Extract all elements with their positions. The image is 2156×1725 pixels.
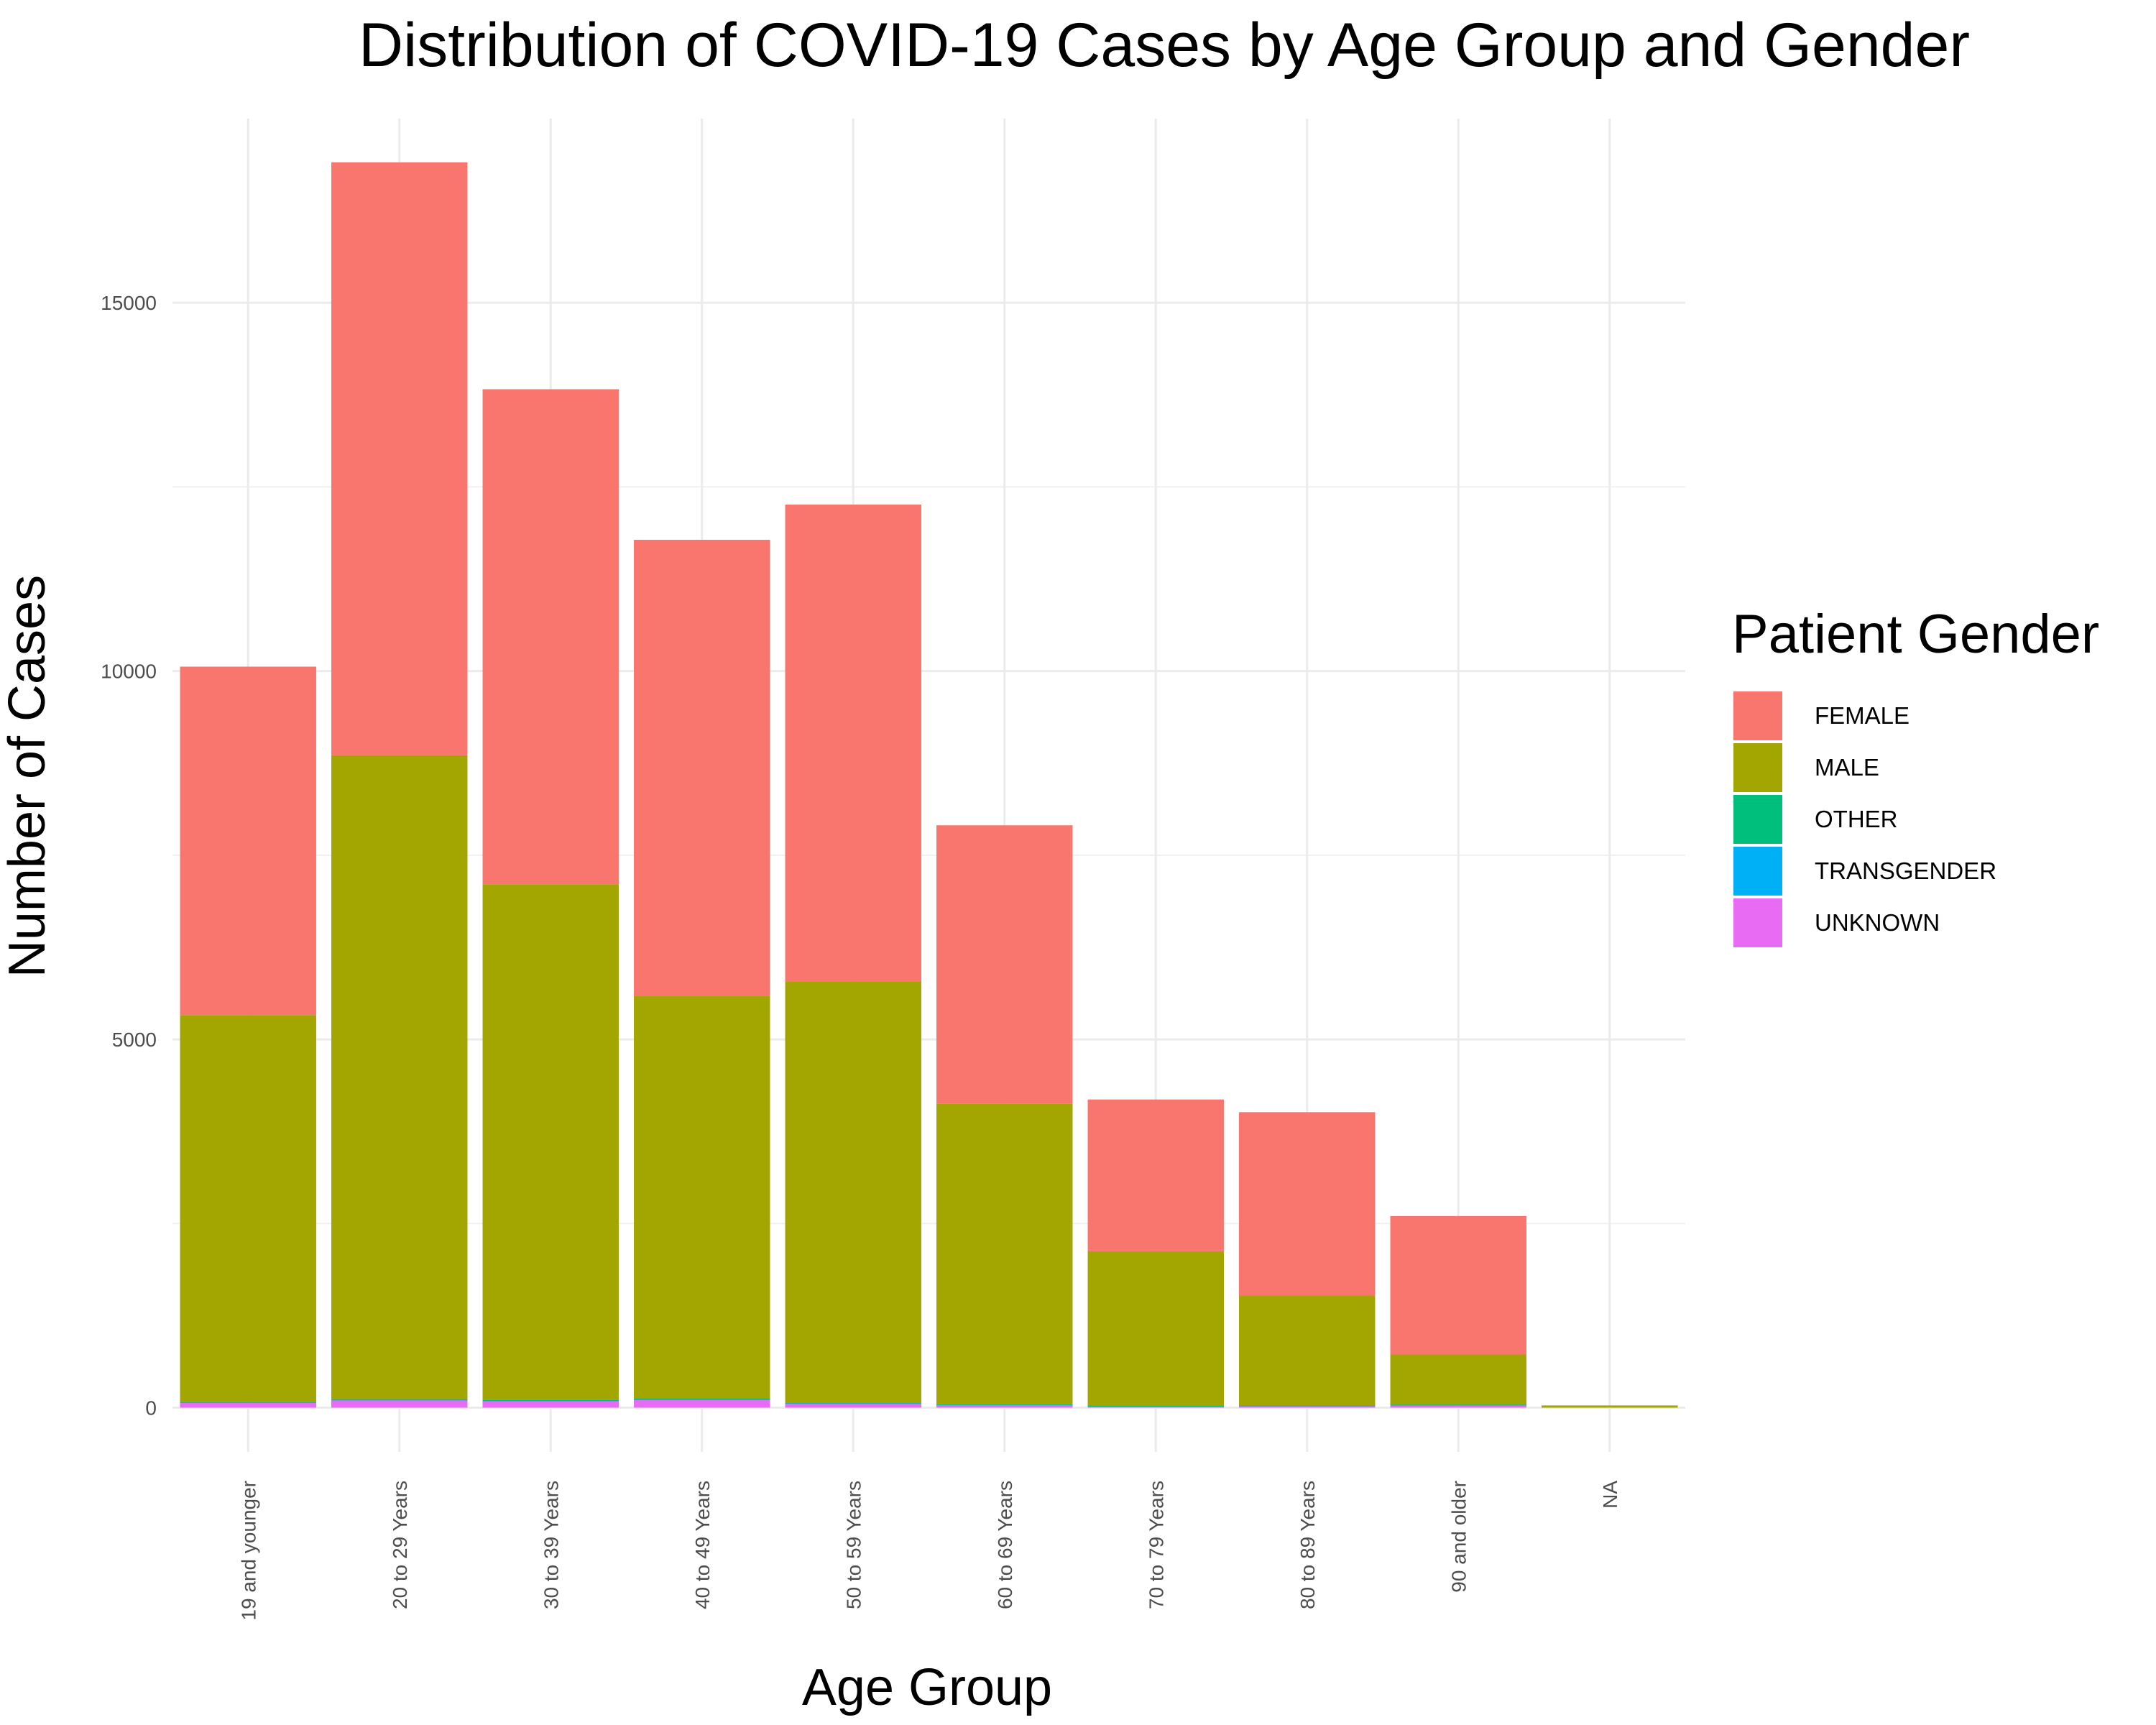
bar-other-80-to-89-years <box>1239 1405 1376 1407</box>
bar-female-60-to-69-years <box>936 825 1073 1104</box>
bar-female-40-to-49-years <box>634 540 770 996</box>
x-tick-label: 50 to 59 Years <box>842 1481 865 1609</box>
x-tick-label: 20 to 29 Years <box>389 1481 411 1609</box>
bar-other-20-to-29-years <box>331 1399 468 1400</box>
bar-male-30-to-39-years <box>482 884 619 1400</box>
x-tick-label: 80 to 89 Years <box>1296 1481 1319 1609</box>
bar-unknown-80-to-89-years <box>1239 1405 1376 1408</box>
bar-female-90-and-older <box>1390 1215 1526 1355</box>
legend-key-unknown <box>1733 898 1782 947</box>
bars <box>180 162 1678 1408</box>
y-tick-label: 0 <box>145 1397 157 1420</box>
chart-title: Distribution of COVID-19 Cases by Age Gr… <box>359 11 1970 80</box>
legend-label-other: OTHER <box>1815 806 1898 832</box>
bar-unknown-50-to-59-years <box>785 1403 921 1408</box>
legend-label-transgender: TRANSGENDER <box>1815 857 1996 884</box>
bar-unknown-70-to-79-years <box>1087 1406 1224 1408</box>
y-tick-label: 5000 <box>112 1029 157 1051</box>
legend-label-unknown: UNKNOWN <box>1815 909 1940 936</box>
bar-female-20-to-29-years <box>331 162 468 755</box>
bar-transgender-40-to-49-years <box>634 1399 770 1400</box>
bar-unknown-40-to-49-years <box>634 1399 770 1408</box>
bar-unknown-19-and-younger <box>180 1402 316 1408</box>
bar-male-40-to-49-years <box>634 995 770 1399</box>
y-tick-labels: 0 5000 10000 15000 <box>101 292 157 1419</box>
x-tick-label: NA <box>1599 1481 1621 1509</box>
bar-male-50-to-59-years <box>785 981 921 1403</box>
bar-male-90-and-older <box>1390 1354 1526 1405</box>
bar-male-70-to-79-years <box>1087 1251 1224 1407</box>
bar-other-90-and-older <box>1390 1404 1526 1406</box>
bar-female-70-to-79-years <box>1087 1099 1224 1251</box>
legend-title: Patient Gender <box>1732 604 2099 665</box>
bar-male-80-to-89-years <box>1239 1295 1376 1406</box>
legend-label-male: MALE <box>1815 754 1879 781</box>
legend-key-transgender <box>1733 847 1782 896</box>
bar-unknown-60-to-69-years <box>936 1404 1073 1408</box>
y-tick-label: 10000 <box>101 661 157 683</box>
bar-unknown-90-and-older <box>1390 1404 1526 1408</box>
legend-items: FEMALE MALE OTHER TRANSGENDER UNKNOWN <box>1733 691 1996 947</box>
y-tick-label: 15000 <box>101 292 157 314</box>
bar-transgender-30-to-39-years <box>482 1400 619 1402</box>
bar-transgender-50-to-59-years <box>785 1402 921 1404</box>
legend-key-other <box>1733 795 1782 844</box>
bar-other-50-to-59-years <box>785 1402 921 1404</box>
bar-male-19-and-younger <box>180 1015 316 1402</box>
bar-unknown-20-to-29-years <box>331 1400 468 1408</box>
x-tick-label: 70 to 79 Years <box>1145 1481 1167 1609</box>
bar-female-30-to-39-years <box>482 389 619 885</box>
bar-other-60-to-69-years <box>936 1404 1073 1405</box>
bar-unknown-30-to-39-years <box>482 1401 619 1408</box>
legend-key-male <box>1733 743 1782 792</box>
x-tick-label: 30 to 39 Years <box>540 1481 562 1609</box>
bar-transgender-19-and-younger <box>180 1402 316 1403</box>
x-axis-title: Age Group <box>802 1659 1052 1716</box>
bar-other-30-to-39-years <box>482 1399 619 1401</box>
x-tick-label: 40 to 49 Years <box>691 1481 714 1609</box>
bar-female-50-to-59-years <box>785 505 921 982</box>
bar-female-80-to-89-years <box>1239 1112 1376 1296</box>
legend-key-female <box>1733 691 1782 740</box>
bar-other-70-to-79-years <box>1087 1406 1224 1407</box>
x-tick-label: 19 and younger <box>237 1481 259 1621</box>
y-axis-title: Number of Cases <box>0 575 56 978</box>
x-tick-label: 90 and older <box>1447 1481 1470 1593</box>
legend: Patient Gender FEMALE MALE OTHER TRANSGENDE… <box>1732 604 2099 947</box>
bar-male-na <box>1542 1405 1678 1408</box>
x-tick-labels: 19 and younger 20 to 29 Years 30 to 39 Yea… <box>237 1481 1621 1621</box>
x-tick-label: 60 to 69 Years <box>994 1481 1016 1609</box>
legend-label-female: FEMALE <box>1815 702 1909 729</box>
bar-male-60-to-69-years <box>936 1103 1073 1404</box>
bar-male-20-to-29-years <box>331 755 468 1399</box>
bar-transgender-20-to-29-years <box>331 1399 468 1401</box>
bar-female-19-and-younger <box>180 666 316 1016</box>
